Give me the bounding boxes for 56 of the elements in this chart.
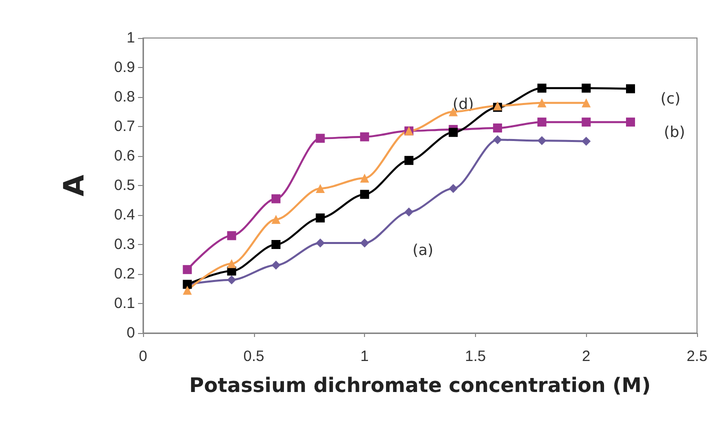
point xyxy=(404,208,414,217)
point xyxy=(271,260,280,270)
point xyxy=(493,135,502,144)
series-label: (b) xyxy=(664,123,686,142)
x-tick-label: 2.5 xyxy=(686,348,708,365)
y-tick-label: 0.7 xyxy=(114,118,135,135)
y-tick-label: 0.8 xyxy=(114,88,135,106)
point xyxy=(316,213,325,222)
point xyxy=(360,190,370,199)
x-tick-label: 2 xyxy=(582,348,590,365)
x-tick-label: 1 xyxy=(360,348,369,365)
x-tick-label: 0 xyxy=(138,348,148,365)
x-tick-label: 0.5 xyxy=(243,348,264,365)
point xyxy=(271,194,280,204)
point xyxy=(448,128,458,137)
point xyxy=(404,156,414,165)
y-tick-label: 0.9 xyxy=(114,59,135,76)
y-axis-title: A xyxy=(58,174,90,196)
point xyxy=(582,118,591,127)
y-tick-label: 0.1 xyxy=(114,295,135,312)
y-tick-label: 0.4 xyxy=(114,206,135,224)
point xyxy=(316,134,325,143)
y-tick-label: 0.2 xyxy=(114,266,135,282)
point xyxy=(448,184,458,193)
x-axis-title: Potassium dichromate concentration (M) xyxy=(189,373,651,397)
point xyxy=(537,118,546,127)
y-tick-label: 0 xyxy=(126,324,135,342)
y-tick-label: 1 xyxy=(126,30,135,46)
point xyxy=(227,275,236,284)
point xyxy=(227,231,236,240)
point xyxy=(271,240,280,249)
point xyxy=(582,84,591,93)
point xyxy=(582,98,591,108)
point xyxy=(537,98,546,108)
point xyxy=(537,84,546,93)
y-tick-label: 0.6 xyxy=(114,148,135,164)
point xyxy=(626,84,636,94)
point xyxy=(360,132,370,142)
x-tick-label: 1.5 xyxy=(464,348,486,365)
point xyxy=(360,238,370,248)
point xyxy=(582,136,591,146)
point xyxy=(626,118,636,127)
point xyxy=(316,184,325,193)
y-tick-label: 0.3 xyxy=(114,236,135,253)
point xyxy=(271,214,280,224)
point xyxy=(227,259,236,268)
point xyxy=(182,286,192,295)
point xyxy=(316,238,325,248)
y-tick-label: 0.5 xyxy=(114,177,135,194)
point xyxy=(360,174,370,183)
point xyxy=(537,136,546,146)
point xyxy=(182,265,192,274)
series-label: (c) xyxy=(660,90,680,108)
series-label: (a) xyxy=(412,241,434,260)
point xyxy=(493,123,502,132)
series-label: (d) xyxy=(452,94,474,113)
